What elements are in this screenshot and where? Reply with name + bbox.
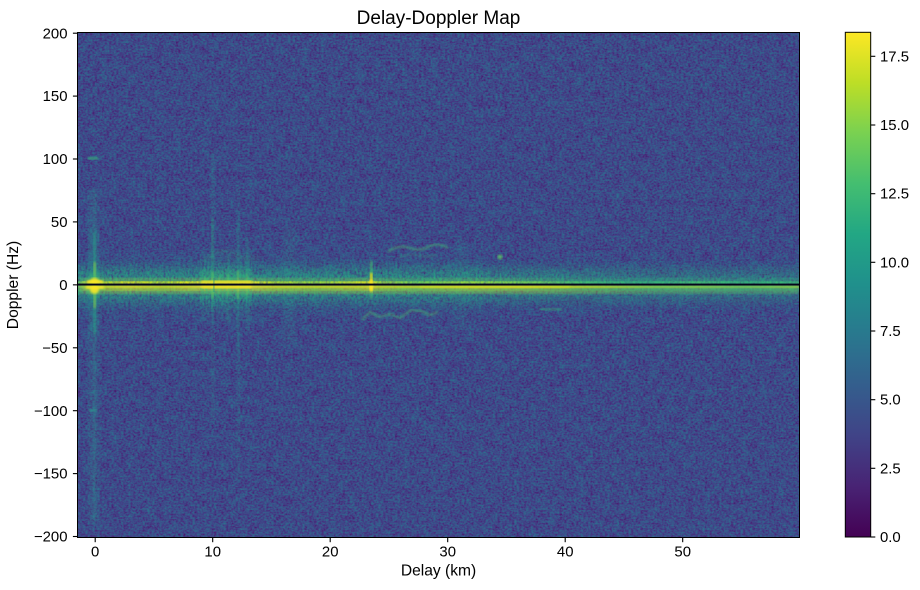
svg-text:50: 50: [51, 215, 68, 231]
svg-text:150: 150: [43, 89, 68, 105]
svg-text:−50: −50: [42, 341, 67, 357]
svg-text:Delay-Doppler Map: Delay-Doppler Map: [357, 8, 521, 29]
svg-text:12.5: 12.5: [880, 187, 909, 203]
svg-text:−150: −150: [34, 467, 68, 483]
svg-text:Delay (km): Delay (km): [401, 563, 476, 580]
svg-text:Doppler (Hz): Doppler (Hz): [5, 241, 22, 329]
svg-text:40: 40: [557, 545, 574, 561]
svg-text:0: 0: [91, 545, 99, 561]
svg-text:50: 50: [674, 545, 691, 561]
svg-text:0.0: 0.0: [880, 530, 901, 546]
svg-text:20: 20: [322, 545, 339, 561]
svg-text:5.0: 5.0: [880, 393, 901, 409]
svg-text:7.5: 7.5: [880, 324, 901, 340]
svg-text:0: 0: [59, 278, 67, 294]
svg-text:2.5: 2.5: [880, 461, 901, 477]
svg-text:−100: −100: [34, 404, 68, 420]
svg-text:−200: −200: [34, 530, 68, 546]
svg-text:17.5: 17.5: [880, 49, 909, 65]
svg-text:200: 200: [43, 26, 68, 42]
svg-text:100: 100: [43, 152, 68, 168]
svg-text:10.0: 10.0: [880, 255, 909, 271]
svg-text:10: 10: [204, 545, 221, 561]
svg-text:15.0: 15.0: [880, 118, 909, 134]
svg-text:30: 30: [439, 545, 456, 561]
